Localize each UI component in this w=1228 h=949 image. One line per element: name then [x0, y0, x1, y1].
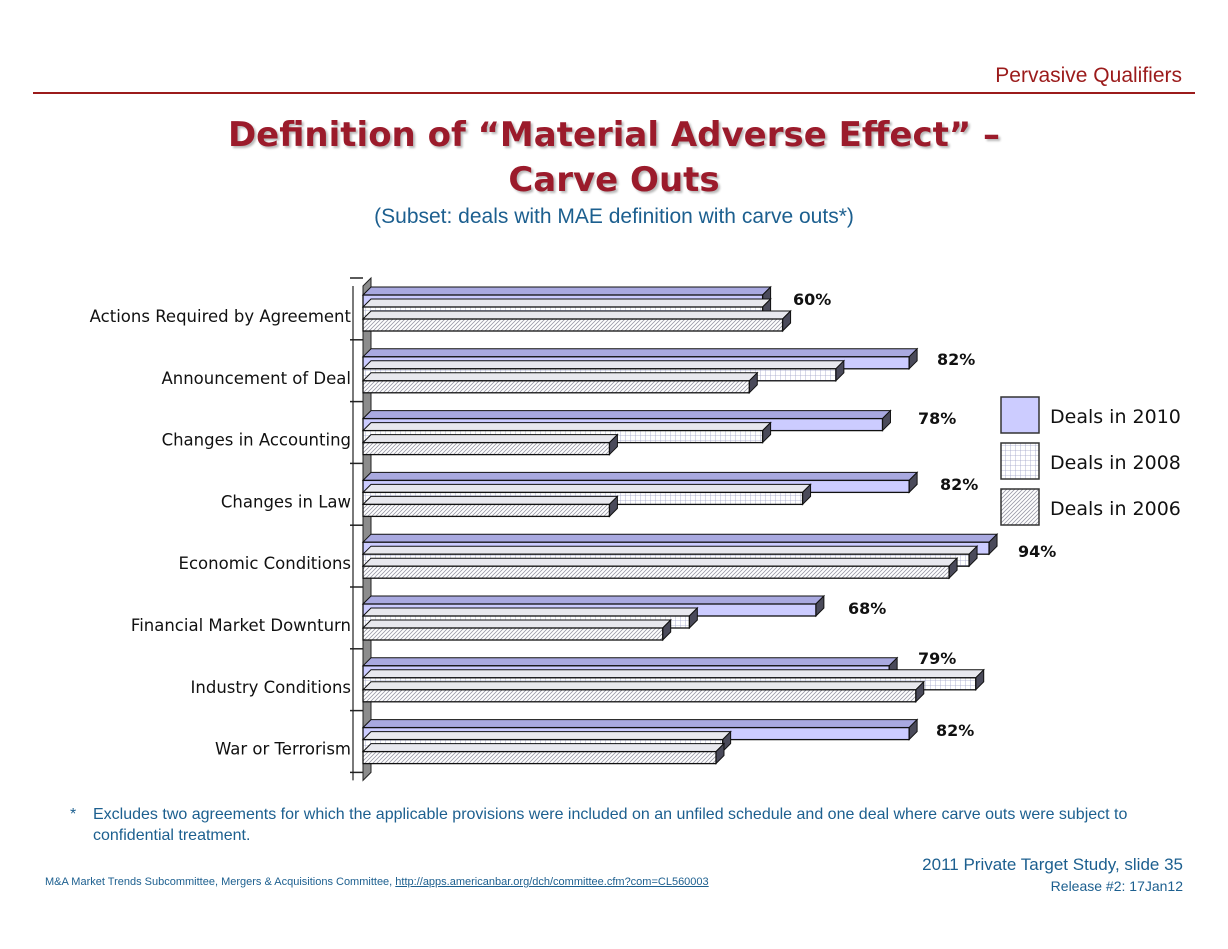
chart-subtitle: (Subset: deals with MAE definition with … — [374, 205, 854, 228]
credits: M&A Market Trends Subcommittee, Mergers … — [45, 876, 709, 888]
bar-chart: 60% 82% 78% 82% 94% 68% 79% 82% Actions Require… — [90, 276, 1181, 782]
bar-deals-in-2006-1 — [361, 371, 759, 395]
category-label-2: Changes in Accounting — [162, 431, 351, 450]
bars — [361, 285, 999, 765]
data-label-0: 60% — [793, 290, 831, 309]
footnote-text: Excludes two agreements for which the ap… — [93, 806, 1128, 844]
legend-swatch-2 — [1000, 488, 1040, 526]
category-axis — [350, 276, 372, 782]
legend-item-2: Deals in 2006 — [1000, 488, 1181, 526]
category-labels: Actions Required by Agreement Announcemen… — [90, 307, 352, 759]
legend-label-0: Deals in 2010 — [1050, 406, 1181, 428]
data-label-4: 94% — [1018, 542, 1056, 561]
bar-deals-in-2006-3 — [361, 495, 619, 518]
chart-title-line-1: Definition of “Material Adverse Effect” … — [227, 115, 1001, 155]
data-label-6: 79% — [918, 649, 956, 668]
bar-deals-in-2006-2 — [361, 433, 619, 456]
study-reference: 2011 Private Target Study, slide 35 — [922, 855, 1183, 874]
data-label-2: 78% — [918, 409, 956, 428]
data-label-1: 82% — [937, 350, 975, 369]
category-label-7: War or Terrorism — [215, 740, 351, 759]
chart-title: Definition of “Material Adverse Effect” … — [0, 113, 1228, 203]
data-label-3: 82% — [940, 475, 978, 494]
category-label-0: Actions Required by Agreement — [90, 307, 352, 326]
legend-item-0: Deals in 2010 — [1000, 396, 1181, 434]
legend-swatch-1 — [1000, 442, 1040, 480]
credits-link[interactable]: http://apps.americanbar.org/dch/committe… — [395, 876, 709, 888]
legend-swatch-0 — [1000, 396, 1040, 434]
legend-item-1: Deals in 2008 — [1000, 442, 1181, 480]
footnote-marker: * — [70, 806, 77, 823]
data-label-7: 82% — [936, 721, 974, 740]
data-labels: 60% 82% 78% 82% 94% 68% 79% 82% — [793, 290, 1056, 740]
footnote: * Excludes two agreements for which the … — [70, 804, 1180, 846]
bar-deals-in-2006-7 — [361, 742, 726, 765]
legend-label-2: Deals in 2006 — [1050, 498, 1181, 520]
legend-label-1: Deals in 2008 — [1050, 452, 1181, 474]
category-label-1: Announcement of Deal — [161, 369, 351, 388]
section-title: Pervasive Qualifiers — [995, 64, 1182, 87]
legend: Deals in 2010 Deals in 2008 Deals in 2006 — [1000, 396, 1181, 526]
bar-deals-in-2006-4 — [361, 556, 959, 580]
bar-deals-in-2006-0 — [361, 309, 792, 333]
data-label-5: 68% — [848, 599, 886, 618]
release-info: Release #2: 17Jan12 — [1050, 878, 1183, 894]
category-label-5: Financial Market Downturn — [131, 616, 351, 635]
category-label-6: Industry Conditions — [191, 678, 351, 697]
bar-deals-in-2006-6 — [361, 680, 925, 704]
category-label-3: Changes in Law — [221, 492, 351, 511]
header-rule — [33, 92, 1195, 94]
chart-title-line-2: Carve Outs — [508, 160, 720, 200]
bar-deals-in-2006-5 — [361, 618, 672, 642]
category-label-4: Economic Conditions — [179, 554, 351, 573]
credits-text: M&A Market Trends Subcommittee, Mergers … — [45, 876, 396, 888]
